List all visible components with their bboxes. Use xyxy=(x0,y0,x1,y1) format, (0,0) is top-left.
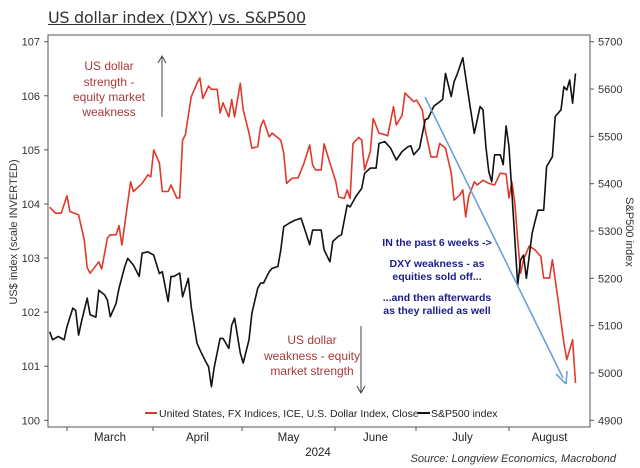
left-tick-label: 106 xyxy=(22,91,40,103)
right-tick-label: 5400 xyxy=(598,179,622,191)
series-group xyxy=(48,57,577,388)
left-tick-label: 102 xyxy=(22,307,40,319)
trend-arrow xyxy=(424,96,564,379)
x-tick-label: June xyxy=(363,432,388,444)
annotation-strength: US dollar strength - equity market weakn… xyxy=(73,59,146,119)
left-axis-label: US$ index (scale INVERTED) xyxy=(8,159,20,304)
x-tick-label: August xyxy=(532,432,569,444)
down-arrowhead-icon xyxy=(356,385,366,395)
up-arrowhead-icon xyxy=(157,54,167,64)
source-note: Source: Longview Economics, Macrobond xyxy=(411,453,617,465)
right-tick-label: 5700 xyxy=(598,37,622,49)
svg-text:as they rallied as well: as they rallied as well xyxy=(383,305,490,317)
series-line-dxy xyxy=(49,77,577,384)
legend-label-dxy: United States, FX Indices, ICE, U.S. Dol… xyxy=(159,408,419,420)
svg-text:strength -: strength - xyxy=(84,75,135,89)
svg-text:market strength: market strength xyxy=(270,364,353,378)
left-tick-label: 107 xyxy=(22,37,40,49)
left-tick-label: 103 xyxy=(22,253,40,265)
right-tick-label: 5500 xyxy=(598,131,622,143)
trend-arrowhead-icon xyxy=(555,370,568,385)
x-tick-label: April xyxy=(186,432,209,444)
svg-text:DXY weakness - as: DXY weakness - as xyxy=(390,258,485,270)
right-tick-label: 5000 xyxy=(598,368,622,380)
left-tick-label: 100 xyxy=(22,415,40,427)
x-axis-label: 2024 xyxy=(305,447,331,459)
right-tick-label: 5300 xyxy=(598,226,622,238)
svg-text:IN the past 6 weeks ->: IN the past 6 weeks -> xyxy=(382,237,491,249)
left-axis: 100 101 102 103 104 105 106 107 xyxy=(22,37,48,427)
x-tick-label: July xyxy=(452,432,473,444)
x-tick-label: May xyxy=(278,432,300,444)
legend-label-spx: S&P500 index xyxy=(431,408,498,420)
x-tick-label: March xyxy=(94,432,126,444)
right-tick-label: 5600 xyxy=(598,84,622,96)
svg-text:...and then afterwards: ...and then afterwards xyxy=(383,292,492,304)
annotation-commentary: IN the past 6 weeks -> DXY weakness - as… xyxy=(382,237,491,317)
annotation-weakness: US dollar weakness - equity market stren… xyxy=(263,333,360,378)
left-tick-label: 105 xyxy=(22,145,40,157)
right-tick-label: 5200 xyxy=(598,273,622,285)
svg-text:weakness - equity: weakness - equity xyxy=(263,349,360,363)
svg-text:weakness: weakness xyxy=(81,105,135,119)
left-tick-label: 104 xyxy=(22,199,40,211)
svg-text:equity market: equity market xyxy=(73,90,146,104)
svg-text:US dollar: US dollar xyxy=(287,333,336,347)
svg-text:equities sold off...: equities sold off... xyxy=(392,271,481,283)
chart-title: US dollar index (DXY) vs. S&P500 xyxy=(48,8,306,27)
right-axis: 4900 5000 5100 5200 5300 5400 5500 5600 5700 xyxy=(590,37,622,427)
x-axis: March April May June July August xyxy=(66,427,569,444)
left-tick-label: 101 xyxy=(22,361,40,373)
series-line-spx xyxy=(48,57,577,388)
svg-text:US dollar: US dollar xyxy=(84,59,133,73)
right-tick-label: 4900 xyxy=(598,415,622,427)
right-axis-label: S&P500 index xyxy=(623,197,635,267)
legend: United States, FX Indices, ICE, U.S. Dol… xyxy=(145,408,498,420)
right-tick-label: 5100 xyxy=(598,321,622,333)
